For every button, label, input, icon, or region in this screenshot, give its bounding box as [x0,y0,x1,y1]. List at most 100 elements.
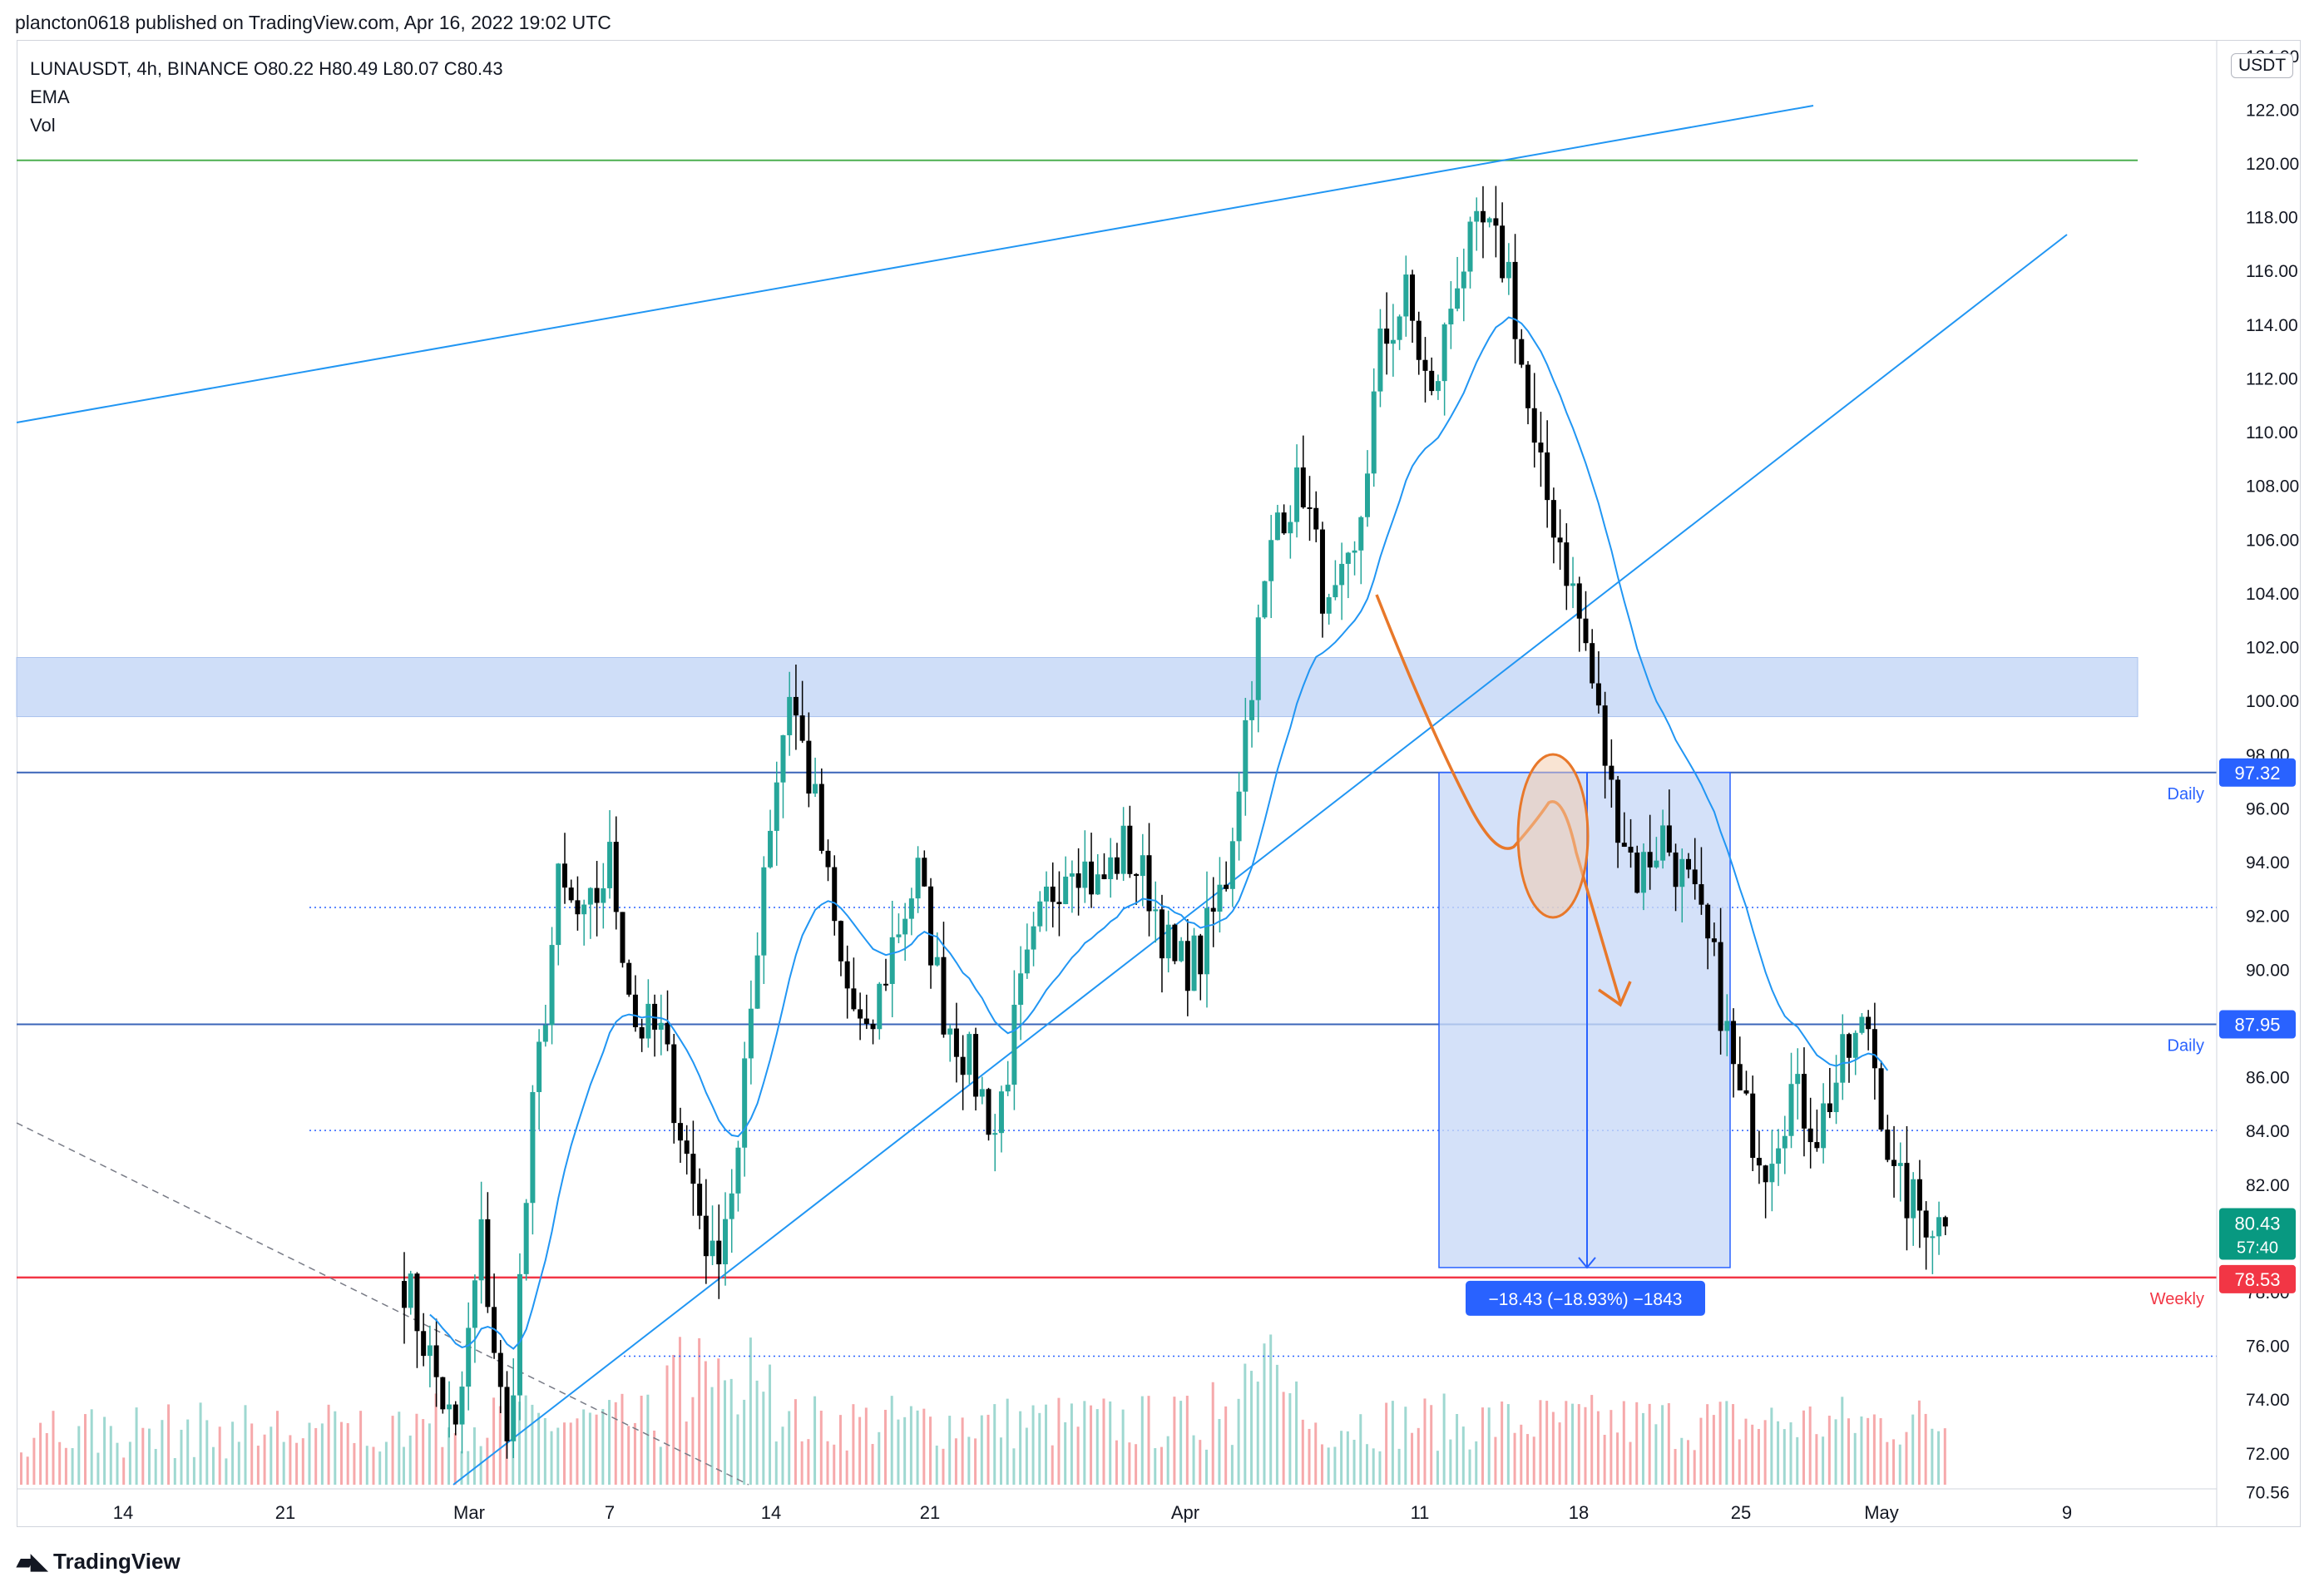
candle-body [1731,1021,1737,1065]
volume-bar [659,1446,662,1485]
candle-body [447,1404,452,1410]
volume-bar [1520,1424,1523,1485]
ema-legend[interactable]: EMA [30,87,70,107]
volume-bar [346,1423,349,1485]
volume-bar [1641,1412,1644,1485]
supply-zone[interactable] [16,656,2139,718]
symbol-legend[interactable]: LUNAUSDT, 4h, BINANCE O80.22 H80.49 L80.… [30,58,503,79]
volume-bar [762,1392,765,1485]
tradingview-logo[interactable]: ▰◣ TradingView [17,1549,180,1575]
volume-bar [1699,1417,1703,1485]
daily-label: Daily [2168,1037,2204,1056]
candle-body [1833,1082,1839,1113]
candle-body [511,1395,517,1441]
candle-body [677,1123,683,1141]
candle-body [1647,852,1653,868]
candle-body [1339,563,1345,586]
volume-bar [1333,1446,1337,1485]
volume-bar [180,1429,183,1485]
candle-body [1878,1068,1884,1130]
candle-body [844,961,850,989]
volume-bar [77,1426,81,1485]
candle-body [1679,858,1685,887]
volume-bar [543,1417,546,1485]
volume-bar [813,1396,817,1485]
candle-body [607,842,613,888]
volume-bar [1230,1445,1234,1485]
volume-bar [710,1387,714,1485]
candle-body [1172,924,1178,962]
volume-bar [1609,1410,1613,1485]
volume-bar [1064,1421,1067,1485]
candle-body [1724,1021,1730,1031]
countdown-text: 57:40 [2237,1238,2278,1257]
candle-body [1866,1016,1872,1030]
volume-bar [833,1444,836,1485]
candle-body [1519,339,1525,365]
volume-bar [161,1420,164,1485]
volume-bar [724,1380,726,1485]
volume-bar [942,1448,945,1485]
volume-bar [460,1451,463,1485]
volume-bar [691,1397,695,1485]
chart-frame[interactable] [17,40,2301,1527]
volume-bar [1282,1392,1285,1485]
candle-body [1429,370,1435,392]
dashed-trendline[interactable] [16,1122,749,1486]
upper-trendline[interactable] [16,105,1814,423]
volume-bar [1340,1431,1343,1485]
volume-bar [774,1441,778,1485]
candle-body [1127,825,1133,874]
volume-bar [903,1416,907,1485]
volume-bar [1487,1407,1491,1485]
candle-body [1897,1163,1903,1166]
candle-body [402,1281,407,1308]
volume-bar [1847,1418,1850,1485]
volume-bar [1725,1401,1728,1485]
price-tag-weekly [2219,1264,2296,1293]
y-tick-label: 108.00 [2246,477,2299,497]
volume-legend[interactable]: Vol [30,115,56,136]
price-tag-level [2219,758,2296,787]
volume-bar [864,1407,868,1485]
candle-body [1621,843,1627,848]
candle-body [1840,1034,1846,1083]
highlight-ellipse[interactable] [1516,753,1590,919]
candle-body [998,1091,1004,1134]
lower-trendline[interactable] [452,234,2068,1486]
candle-body [1018,973,1024,1005]
volume-bar [378,1451,382,1485]
volume-bar [1102,1398,1105,1485]
candle-body [1184,941,1190,991]
volume-bar [1109,1401,1112,1485]
candle-body [1930,1236,1936,1238]
volume-bar [1596,1411,1600,1485]
candle-body [838,921,843,962]
y-tick-label: 72.00 [2246,1445,2290,1464]
currency-unit-button[interactable]: USDT [2231,53,2294,78]
candle-body [723,1219,728,1265]
volume-bar [1481,1407,1484,1485]
volume-bar [314,1427,318,1485]
candle-body [1550,500,1556,538]
volume-bar [103,1416,106,1485]
volume-bar [1924,1413,1927,1485]
volume-bar [1057,1397,1061,1485]
volume-bar [1076,1426,1080,1485]
volume-bar [1892,1439,1896,1485]
candle-body [1435,381,1441,392]
volume-bar [334,1411,337,1485]
candle-body [613,842,619,912]
ema-line[interactable] [429,316,1889,1350]
volume-bar [492,1397,496,1485]
candle-body [953,1028,959,1057]
x-tick-label: May [1864,1502,1899,1523]
candle-body [851,988,857,1010]
volume-bar [1256,1382,1259,1485]
candle-body [1069,873,1075,877]
candle-body [459,1387,465,1425]
candle-body [1319,529,1325,614]
volume-bar [929,1416,932,1485]
volume-bar [1269,1334,1273,1485]
